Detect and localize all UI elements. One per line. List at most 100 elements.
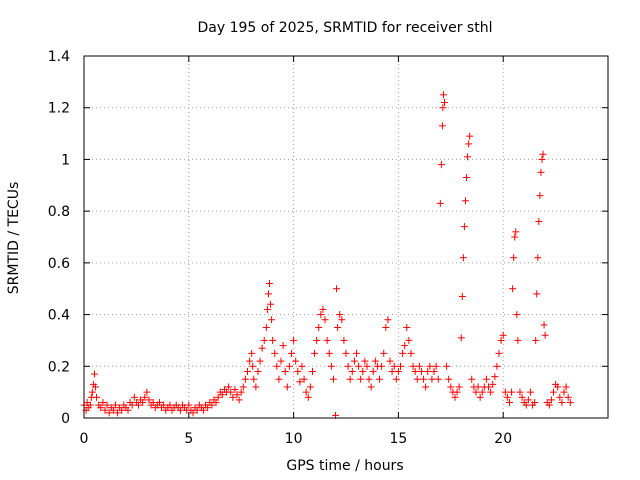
data-point (558, 398, 566, 406)
data-point (346, 375, 354, 383)
data-point (371, 357, 379, 365)
data-point (468, 375, 476, 383)
data-point (128, 401, 136, 409)
x-tick-label: 5 (184, 431, 193, 447)
data-point (405, 336, 413, 344)
data-point (90, 370, 98, 378)
data-point (294, 367, 302, 375)
data-point (263, 305, 271, 313)
data-point (526, 388, 534, 396)
data-point (141, 393, 149, 401)
data-point (537, 168, 545, 176)
data-point (317, 311, 325, 319)
data-point (306, 383, 314, 391)
data-point (292, 357, 300, 365)
data-point (352, 349, 360, 357)
data-point (88, 388, 96, 396)
data-point (271, 349, 279, 357)
data-point (386, 357, 394, 365)
data-point (199, 406, 207, 414)
data-point (461, 197, 469, 205)
data-point (189, 409, 197, 417)
data-point (267, 300, 275, 308)
data-point (327, 362, 335, 370)
data-point (455, 383, 463, 391)
y-tick-label: 0.8 (48, 204, 70, 220)
data-point (319, 305, 327, 313)
data-point (249, 362, 257, 370)
data-point (237, 388, 245, 396)
data-point (436, 199, 444, 207)
data-point (458, 292, 466, 300)
data-point (439, 91, 447, 99)
data-point (118, 406, 126, 414)
data-point (451, 393, 459, 401)
data-point (399, 349, 407, 357)
data-point (338, 316, 346, 324)
data-point (265, 280, 273, 288)
data-point (522, 401, 530, 409)
data-point (512, 228, 520, 236)
data-point (501, 388, 509, 396)
data-point (342, 349, 350, 357)
data-point (355, 362, 363, 370)
data-point (350, 357, 358, 365)
data-point (298, 362, 306, 370)
data-point (384, 316, 392, 324)
data-point (536, 192, 544, 200)
data-point (134, 401, 142, 409)
data-point (503, 393, 511, 401)
data-point (459, 254, 467, 262)
data-point (357, 375, 365, 383)
x-tick-label: 0 (80, 431, 89, 447)
data-point (325, 349, 333, 357)
y-axis-title: SRMTID / TECUs (6, 182, 22, 295)
data-point (485, 383, 493, 391)
data-point (290, 336, 298, 344)
data-point (269, 336, 277, 344)
data-point (401, 342, 409, 350)
data-point (277, 357, 285, 365)
data-point (407, 349, 415, 357)
data-point (464, 153, 472, 161)
data-point (511, 233, 519, 241)
data-point (474, 383, 482, 391)
data-point (336, 311, 344, 319)
data-point (103, 401, 111, 409)
data-point (428, 375, 436, 383)
data-point (359, 367, 367, 375)
data-point (329, 375, 337, 383)
data-point (302, 388, 310, 396)
data-point (487, 388, 495, 396)
data-point (509, 285, 517, 293)
y-tick-label: 0 (61, 411, 70, 427)
data-point (439, 104, 447, 112)
data-point (534, 254, 542, 262)
data-point (453, 388, 461, 396)
data-point (204, 404, 212, 412)
data-point (562, 383, 570, 391)
data-point (281, 367, 289, 375)
data-point (390, 362, 398, 370)
data-point (430, 367, 438, 375)
data-point (463, 174, 471, 182)
data-point (396, 362, 404, 370)
data-point (363, 362, 371, 370)
data-point (476, 393, 484, 401)
data-point (243, 367, 251, 375)
data-point (143, 388, 151, 396)
data-point (273, 362, 281, 370)
data-point (533, 290, 541, 298)
data-point (420, 375, 428, 383)
data-point (434, 375, 442, 383)
data-point (388, 367, 396, 375)
data-point (111, 401, 119, 409)
data-point (409, 362, 417, 370)
x-axis-title: GPS time / hours (286, 458, 403, 474)
data-point (392, 375, 400, 383)
data-point (513, 311, 521, 319)
data-point (101, 406, 109, 414)
data-point (246, 357, 254, 365)
data-point (361, 357, 369, 365)
y-tick-label: 0.2 (48, 359, 70, 375)
